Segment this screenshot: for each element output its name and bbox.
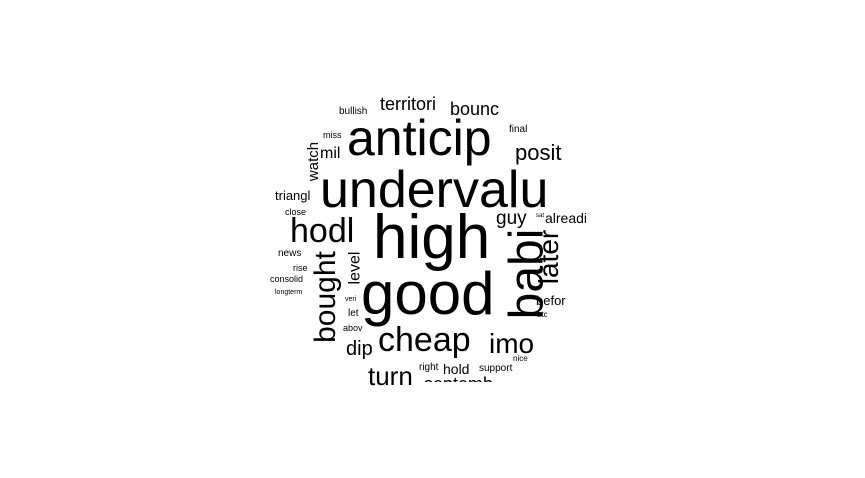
word-posit: posit	[515, 140, 562, 165]
word-rise: rise	[293, 263, 308, 273]
word-hold: hold	[443, 361, 470, 377]
word-let: let	[348, 308, 359, 319]
word-abov: abov	[343, 323, 363, 333]
word-imo: imo	[489, 328, 535, 359]
word-septemb: septemb	[424, 375, 493, 382]
word-bullish: bullish	[339, 106, 368, 117]
word-mil: mil	[320, 145, 341, 162]
word-longterm: longterm	[275, 289, 303, 296]
word-befor: befor	[536, 293, 566, 308]
word-close: close	[285, 207, 307, 217]
word-veri: veri	[345, 296, 357, 303]
word-right: right	[419, 362, 439, 373]
word-bounc: bounc	[450, 99, 500, 119]
word-septemb-clip: septemb	[420, 375, 510, 382]
word-nice: nice	[513, 354, 528, 363]
word-alreadi: alreadi	[545, 210, 588, 226]
word-news: news	[278, 248, 302, 259]
word-turn: turn	[368, 361, 413, 391]
word-territori: territori	[380, 94, 437, 114]
word-triangl: triangl	[275, 188, 311, 203]
word-undervalu: undervalu	[320, 161, 549, 219]
word-miss: miss	[323, 130, 342, 140]
word-bought: bought	[308, 251, 342, 343]
word-high: high	[373, 203, 491, 272]
word-anticip: anticip	[347, 110, 492, 166]
word-watch: watch	[305, 141, 323, 182]
word-later: later	[533, 229, 565, 285]
word-good: good	[361, 260, 495, 327]
word-hodl: hodl	[290, 212, 355, 250]
word-cheap: cheap	[378, 321, 471, 359]
word-dip: dip	[346, 338, 373, 360]
word-final: final	[509, 124, 528, 135]
word-support: support	[479, 363, 513, 374]
word-level: level	[346, 251, 364, 285]
word-sat: sat	[536, 213, 545, 219]
word-btc: btc	[537, 310, 548, 319]
word-guy: guy	[496, 208, 527, 229]
word-consolid: consolid	[270, 274, 304, 284]
